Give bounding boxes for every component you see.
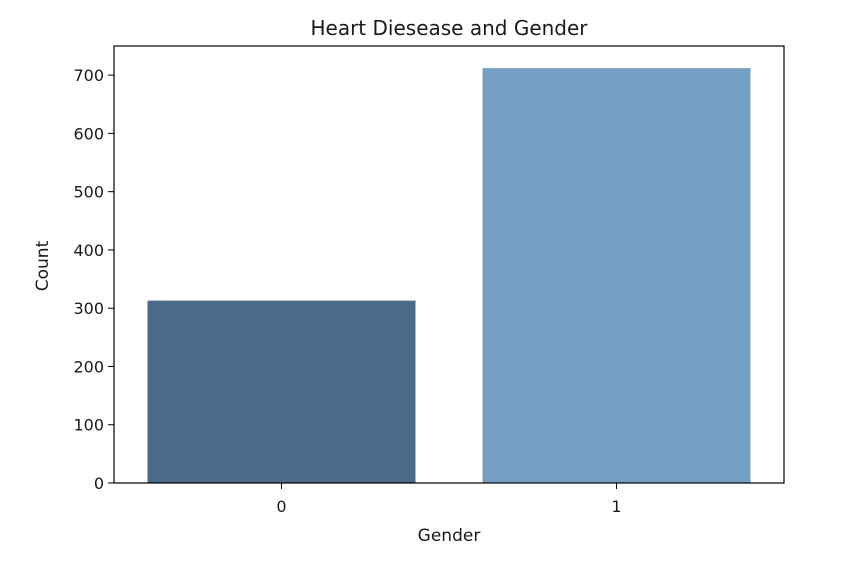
y-axis-title: Count (33, 240, 53, 291)
x-axis-title: Gender (418, 526, 481, 546)
x-tick-label: 1 (611, 497, 621, 516)
x-tick-label: 0 (276, 497, 286, 516)
chart-title: Heart Diesease and Gender (310, 16, 588, 40)
y-tick-label: 200 (73, 357, 104, 376)
y-tick-label: 300 (73, 299, 104, 318)
y-tick-label: 100 (73, 416, 104, 435)
y-tick-label: 700 (73, 66, 104, 85)
y-tick-label: 600 (73, 124, 104, 143)
bar-0 (147, 300, 416, 483)
bars-layer (147, 68, 751, 483)
y-tick-label: 500 (73, 183, 104, 202)
y-tick-label: 400 (73, 241, 104, 260)
bar-1 (482, 68, 751, 483)
plot-frame (113, 45, 785, 484)
y-axis: 0 100 200 300 400 500 600 700 (73, 66, 114, 493)
y-tick-label: 0 (94, 474, 104, 493)
